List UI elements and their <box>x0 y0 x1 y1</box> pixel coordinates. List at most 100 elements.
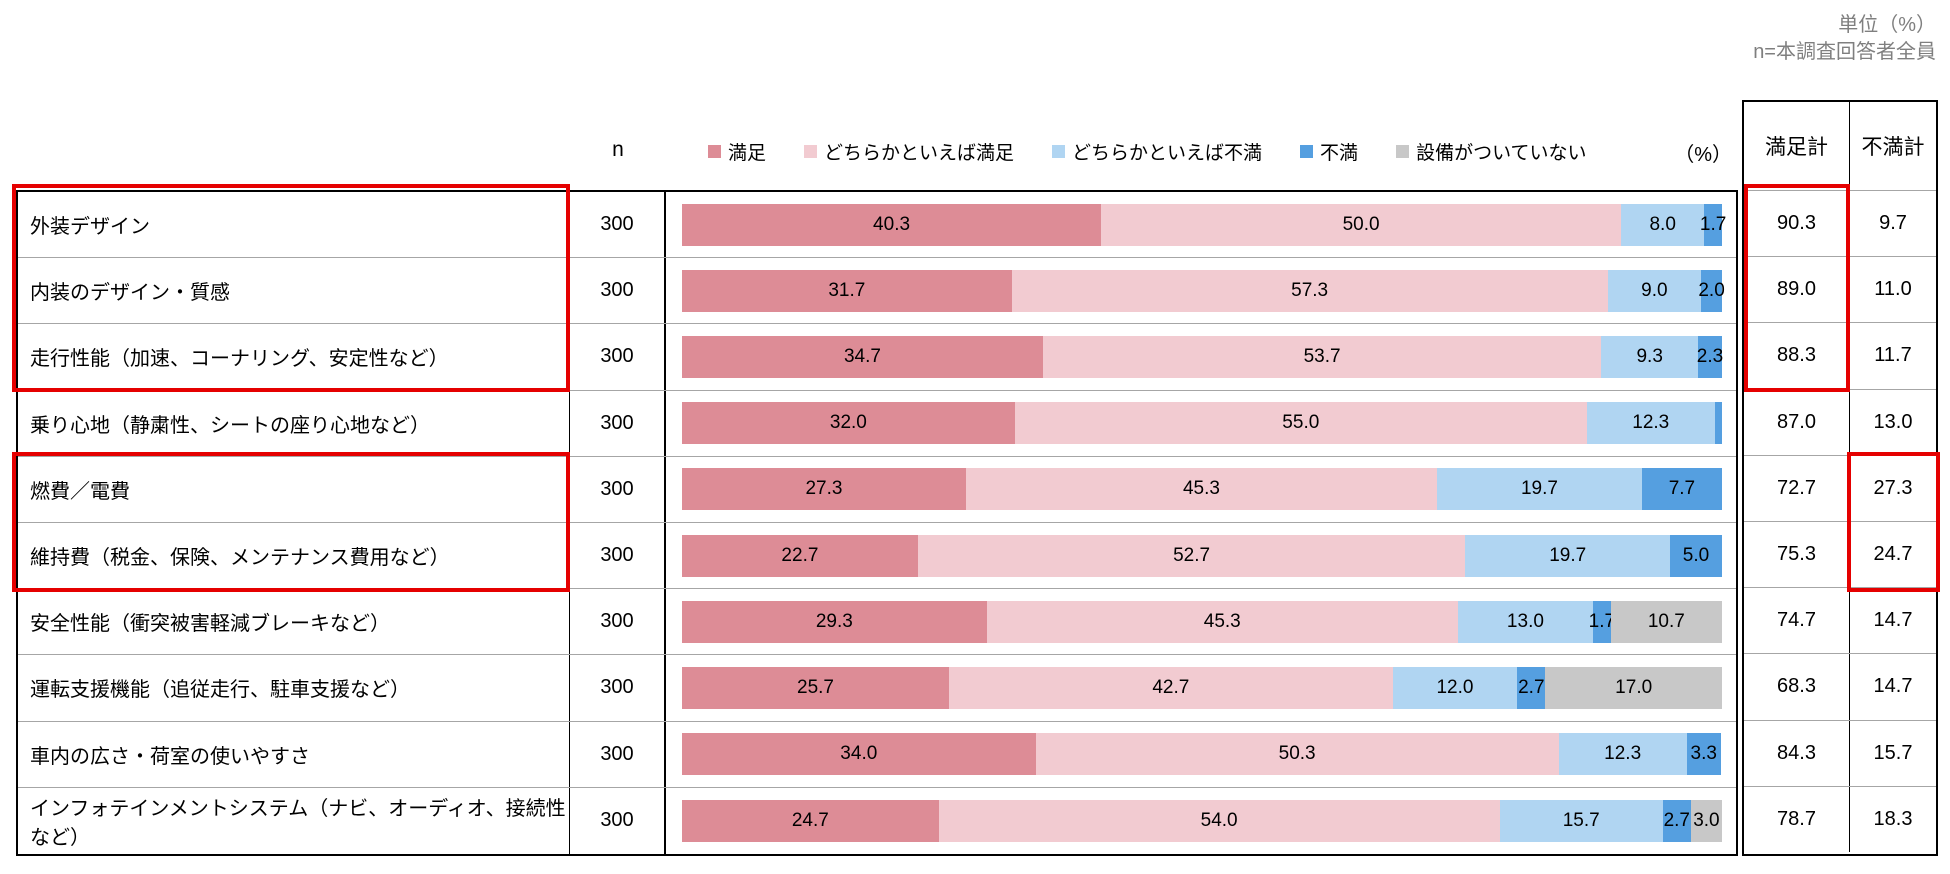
unit-note-line1: 単位（%） <box>1838 14 1936 36</box>
row-n-value: 300 <box>570 192 666 258</box>
bar-segment-somewhat_dissatisfied: 19.7 <box>1465 534 1671 577</box>
bar-cell: 24.7 54.0 15.7 2.7 3.0 <box>666 788 1736 854</box>
totals-row: 75.3 24.7 <box>1744 520 1936 588</box>
row-n-value: 300 <box>570 787 666 854</box>
table-row: 乗り心地（静粛性、シートの座り心地など） 300 32.0 55.0 12.3 <box>18 390 1736 457</box>
legend-item-somewhat_satisfied: どちらかといえば満足 <box>804 138 1014 165</box>
legend-swatch-icon <box>1396 145 1410 158</box>
chart-legend: 満足 どちらかといえば満足 どちらかといえば不満 不満 設備がついていない <box>708 138 1587 165</box>
bar-segment-satisfied: 34.0 <box>682 733 1036 776</box>
bar-cell: 25.7 42.7 12.0 2.7 17.0 <box>666 655 1736 720</box>
bar-segment-somewhat_satisfied: 50.3 <box>1035 733 1559 776</box>
bar-segment-satisfied: 31.7 <box>682 269 1012 312</box>
row-n-value: 300 <box>570 258 666 324</box>
bar-track: 27.3 45.3 19.7 7.7 <box>682 468 1722 511</box>
row-n-value: 300 <box>570 721 666 787</box>
bar-segment-dissatisfied: 2.0 <box>1698 269 1725 312</box>
bar-segment-somewhat_dissatisfied: 12.3 <box>1558 733 1687 776</box>
segment-value-label: 2.7 <box>1663 809 1691 831</box>
chart-table: 外装デザイン 300 40.3 50.0 8.0 1.7 内装のデザイン・質感 300 31.7… <box>16 190 1738 856</box>
table-row: 運転支援機能（追従走行、駐車支援など） 300 25.7 42.7 12.0 2.7 17.… <box>18 655 1736 722</box>
segment-value-label: 15.7 <box>1562 809 1600 831</box>
unit-note-line2: n=本調査回答者全員 <box>1753 41 1936 63</box>
bar-track: 29.3 45.3 13.0 1.7 10.7 <box>682 600 1722 643</box>
row-label: 内装のデザイン・質感 <box>18 258 570 324</box>
segment-value-label: 45.3 <box>1203 610 1241 632</box>
row-n-value: 300 <box>570 324 666 390</box>
segment-value-label: 1.7 <box>1699 213 1727 235</box>
segment-value-label: 50.0 <box>1342 213 1380 235</box>
segment-value-label: 1.7 <box>1588 610 1616 632</box>
total-dissatisfied-value: 9.7 <box>1879 212 1907 235</box>
bar-segment-not_equipped: 10.7 <box>1610 600 1722 643</box>
row-label: 乗り心地（静粛性、シートの座り心地など） <box>18 390 570 456</box>
segment-value-label: 2.7 <box>1518 676 1545 698</box>
totals-row: 72.7 27.3 <box>1744 454 1936 521</box>
bar-cell: 34.0 50.3 12.3 3.3 <box>666 722 1736 787</box>
segment-value-label: 42.7 <box>1152 676 1190 698</box>
totals-row: 90.3 9.7 <box>1744 190 1936 257</box>
totals-row: 84.3 15.7 <box>1744 719 1936 786</box>
total-satisfied-header: 満足計 <box>1744 102 1850 190</box>
segment-value-label: 2.0 <box>1698 279 1725 301</box>
table-row: 燃費／電費 300 27.3 45.3 19.7 7.7 <box>18 456 1736 523</box>
bar-segment-somewhat_dissatisfied: 12.3 <box>1586 402 1715 445</box>
total-satisfied-value: 89.0 <box>1744 257 1850 323</box>
segment-value-label: 34.7 <box>843 345 881 367</box>
bar-segment-somewhat_dissatisfied: 12.0 <box>1392 666 1518 709</box>
bar-segment-satisfied: 34.7 <box>682 335 1043 378</box>
bar-track: 22.7 52.7 19.7 5.0 <box>682 534 1722 577</box>
segment-value-label: 5.0 <box>1682 544 1710 566</box>
segment-value-label: 22.7 <box>781 544 819 566</box>
bar-cell: 22.7 52.7 19.7 5.0 <box>666 523 1736 588</box>
segment-value-label: 45.3 <box>1182 478 1220 500</box>
bar-segment-somewhat_dissatisfied: 13.0 <box>1457 600 1594 643</box>
bar-track: 24.7 54.0 15.7 2.7 3.0 <box>682 799 1722 842</box>
bar-segment-satisfied: 29.3 <box>682 600 987 643</box>
segment-value-label: 9.0 <box>1641 279 1668 301</box>
segment-value-label: 53.7 <box>1303 345 1341 367</box>
bar-segment-satisfied: 32.0 <box>682 402 1015 445</box>
bar-segment-somewhat_satisfied: 57.3 <box>1011 269 1608 312</box>
table-row: 維持費（税金、保険、メンテナンス費用など） 300 22.7 52.7 19.7 5.0 <box>18 522 1736 590</box>
totals-row: 88.3 11.7 <box>1744 322 1936 389</box>
total-dissatisfied-value: 13.0 <box>1873 410 1913 433</box>
total-satisfied-value: 74.7 <box>1744 588 1850 654</box>
segment-value-label: 34.0 <box>840 743 878 765</box>
totals-header: 満足計 不満計 <box>1744 102 1936 190</box>
totals-table: 満足計 不満計 90.3 9.7 89.0 11.0 88.3 11.7 87.0 13.0 7… <box>1742 100 1938 856</box>
total-dissatisfied-value: 18.3 <box>1873 807 1913 830</box>
legend-swatch-icon <box>804 145 818 158</box>
bar-cell: 27.3 45.3 19.7 7.7 <box>666 457 1736 522</box>
bar-segment-not_equipped: 17.0 <box>1545 666 1722 709</box>
row-label: 車内の広さ・荷室の使いやすさ <box>18 721 570 787</box>
table-row: 車内の広さ・荷室の使いやすさ 300 34.0 50.3 12.3 3.3 <box>18 721 1736 788</box>
total-dissatisfied-value: 27.3 <box>1873 476 1913 499</box>
bar-segment-somewhat_satisfied: 42.7 <box>949 666 1393 709</box>
row-n-value: 300 <box>570 456 666 522</box>
total-satisfied-value: 87.0 <box>1744 389 1850 455</box>
bar-segment-dissatisfied <box>1714 402 1722 445</box>
segment-value-label: 29.3 <box>815 610 853 632</box>
bar-segment-somewhat_dissatisfied: 15.7 <box>1499 799 1663 842</box>
segment-value-label: 3.3 <box>1690 743 1717 765</box>
total-satisfied-value: 72.7 <box>1744 455 1850 521</box>
row-n-value: 300 <box>570 390 666 456</box>
legend-label: どちらかといえば満足 <box>824 143 1015 164</box>
legend-label: 満足 <box>728 143 767 164</box>
segment-value-label: 9.3 <box>1636 345 1663 367</box>
bar-track: 34.7 53.7 9.3 2.3 <box>682 335 1723 378</box>
bar-cell: 34.7 53.7 9.3 2.3 <box>666 324 1736 389</box>
bar-segment-somewhat_satisfied: 50.0 <box>1101 203 1622 246</box>
totals-row: 89.0 11.0 <box>1744 256 1936 323</box>
bar-segment-satisfied: 22.7 <box>682 534 918 577</box>
bar-track: 25.7 42.7 12.0 2.7 17.0 <box>682 666 1722 709</box>
row-label: 安全性能（衝突被害軽減ブレーキなど） <box>18 589 570 655</box>
total-satisfied-value: 88.3 <box>1744 323 1850 389</box>
bar-segment-somewhat_dissatisfied: 9.0 <box>1607 269 1702 312</box>
totals-row: 87.0 13.0 <box>1744 388 1936 455</box>
table-row: 外装デザイン 300 40.3 50.0 8.0 1.7 <box>18 192 1736 259</box>
bar-cell: 31.7 57.3 9.0 2.0 <box>666 258 1736 323</box>
bar-segment-dissatisfied: 2.3 <box>1697 335 1723 378</box>
total-dissatisfied-value: 11.0 <box>1874 278 1912 301</box>
